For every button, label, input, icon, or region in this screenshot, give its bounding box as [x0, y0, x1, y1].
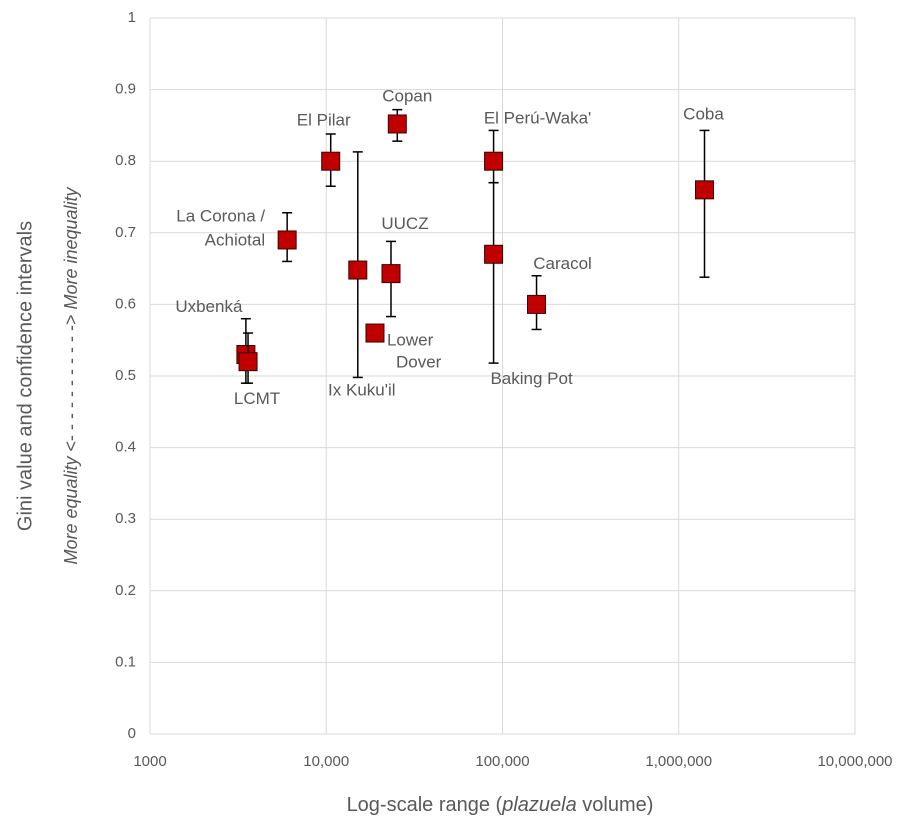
point-label: Ix Kuku'il: [328, 381, 396, 400]
y-tick-label: 0.2: [115, 582, 136, 599]
point-label: Dover: [396, 353, 442, 372]
error-bar: [699, 129, 710, 278]
point-label: LCMT: [234, 389, 280, 408]
y-axis-subtitle: More equality <- - - - - - - - - - -> Mo…: [61, 186, 81, 564]
x-tick-label: 1,000,000: [645, 753, 712, 770]
x-title-part: plazuela: [501, 794, 577, 816]
error-bar: [488, 181, 499, 364]
point-label: Lower: [387, 331, 434, 350]
y-tick-label: 0.1: [115, 653, 136, 670]
x-tick-label: 1000: [133, 753, 166, 770]
y-tick-label: 1: [128, 9, 136, 26]
marker: [527, 294, 547, 314]
y-tick-label: 0.7: [115, 224, 136, 241]
marker: [484, 151, 504, 171]
point-label: Uxbenká: [175, 297, 243, 316]
point-label: UUCZ: [381, 214, 428, 233]
marker: [387, 114, 407, 134]
point-label: Coba: [683, 104, 724, 123]
y-tick-label: 0.8: [115, 152, 136, 169]
x-tick-label: 10,000,000: [817, 753, 892, 770]
marker: [348, 260, 368, 280]
point-label: El Pilar: [297, 111, 351, 130]
x-axis-title: Log-scale range (plazuela volume): [347, 794, 654, 816]
y-sub-part: More equality: [61, 456, 81, 565]
x-title-part: volume): [577, 794, 654, 816]
point-label: La Corona /: [176, 206, 265, 225]
y-tick-label: 0.9: [115, 81, 136, 98]
y-tick-label: 0.3: [115, 510, 136, 527]
marker: [277, 230, 297, 250]
y-axis-title: Gini value and confidence intervals: [14, 221, 36, 531]
y-tick-label: 0: [128, 725, 136, 742]
y-tick-label: 0.5: [115, 367, 136, 384]
marker: [695, 180, 715, 200]
marker: [381, 264, 401, 284]
marker: [321, 151, 341, 171]
y-sub-part: <- - - - - - - - - - ->: [61, 310, 81, 457]
point-label: Caracol: [533, 254, 592, 273]
marker: [238, 352, 258, 372]
x-tick-label: 100,000: [475, 753, 529, 770]
marker: [484, 244, 504, 264]
x-title-part: Log-scale range (: [347, 794, 503, 816]
point-label: Copan: [382, 86, 432, 105]
y-sub-part: More inequality: [61, 186, 81, 309]
y-tick-label: 0.4: [115, 439, 136, 456]
point-label: El Perú-Waka': [484, 109, 591, 128]
x-tick-label: 10,000: [303, 753, 349, 770]
point-label: Baking Pot: [490, 369, 572, 388]
marker: [365, 323, 385, 343]
point-label: Achiotal: [205, 230, 265, 249]
y-tick-label: 0.6: [115, 295, 136, 312]
